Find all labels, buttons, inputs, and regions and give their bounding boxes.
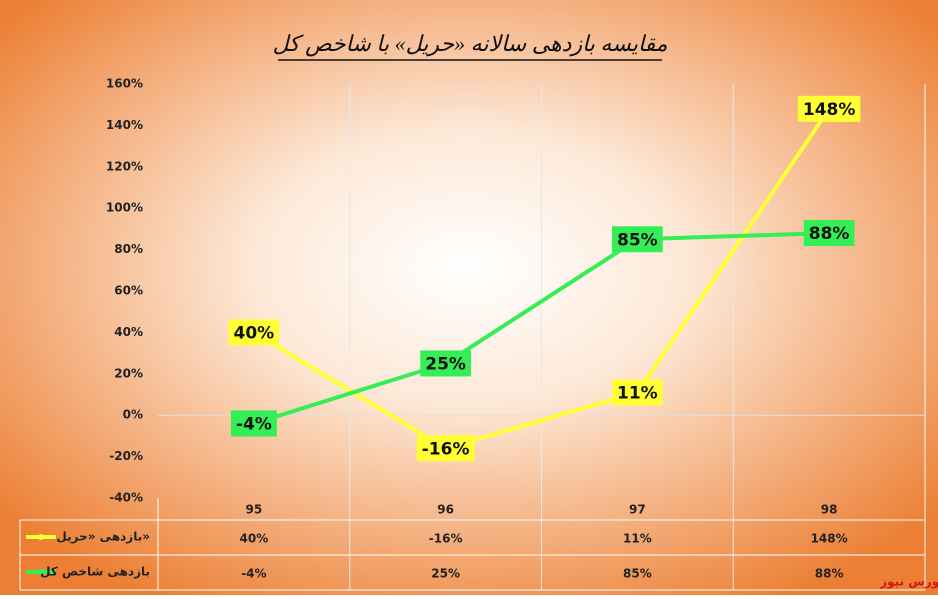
legend-label: بازدهی شاخص کل: [40, 565, 150, 579]
y-tick-label: 160%: [106, 77, 143, 91]
table-cell: 88%: [815, 567, 844, 581]
data-label: 25%: [420, 350, 471, 377]
data-label-text: -4%: [236, 414, 272, 434]
chart-title: مقایسه بازدهی سالانه «حریل» با شاخص کل: [272, 31, 667, 57]
data-label-text: 11%: [617, 383, 658, 403]
y-tick-label: 100%: [106, 201, 143, 215]
data-label: 88%: [803, 220, 855, 247]
data-label-text: 85%: [617, 230, 658, 250]
x-tick-label: 95: [246, 503, 263, 517]
table-cell: 148%: [811, 532, 848, 546]
y-tick-label: 60%: [114, 284, 143, 298]
data-label: 85%: [612, 226, 663, 253]
x-tick-label: 98: [821, 503, 838, 517]
table-cell: 85%: [623, 567, 652, 581]
data-label: -16%: [416, 435, 475, 462]
series-line: [252, 107, 831, 451]
data-label-text: -16%: [422, 439, 470, 459]
data-label-text: 25%: [425, 354, 466, 374]
data-label-box: [797, 95, 861, 122]
y-tick-label: 140%: [106, 118, 143, 132]
data-label-text: 148%: [803, 100, 856, 120]
table-cell: -16%: [429, 532, 463, 546]
data-label-box: [612, 379, 663, 406]
data-label-box: [416, 435, 475, 462]
table-cell: 40%: [240, 532, 269, 546]
table-cell: 11%: [623, 532, 652, 546]
y-tick-label: -20%: [109, 449, 143, 463]
data-label-box: [230, 410, 277, 437]
series-line: [253, 231, 830, 426]
data-label-text: 88%: [809, 224, 850, 244]
legend-marker: [38, 534, 44, 540]
table-cell: -4%: [241, 567, 266, 581]
x-tick-label: 97: [629, 503, 646, 517]
table-grid: [19, 84, 926, 591]
data-label-box: [420, 350, 471, 377]
y-tick-label: 20%: [114, 366, 143, 380]
y-tick-label: 80%: [114, 242, 143, 256]
data-label: -4%: [230, 410, 277, 437]
y-tick-label: -40%: [109, 491, 143, 505]
data-label-box: [803, 220, 855, 247]
data-label-box: [228, 319, 280, 346]
y-tick-label: 40%: [114, 325, 143, 339]
data-label-text: 40%: [234, 323, 275, 343]
watermark: بورس نیوز: [879, 575, 938, 590]
data-label: 11%: [612, 379, 663, 406]
legend-marker: [38, 569, 44, 575]
data-label-box: [612, 226, 663, 253]
y-tick-label: 0%: [123, 408, 143, 422]
x-tick-label: 96: [437, 503, 454, 517]
legend-label: بازدهی «حریل»: [56, 530, 150, 544]
y-tick-label: 120%: [106, 159, 143, 173]
table-cell: 25%: [431, 567, 460, 581]
data-label: 40%: [228, 319, 280, 346]
data-label: 148%: [797, 95, 861, 122]
